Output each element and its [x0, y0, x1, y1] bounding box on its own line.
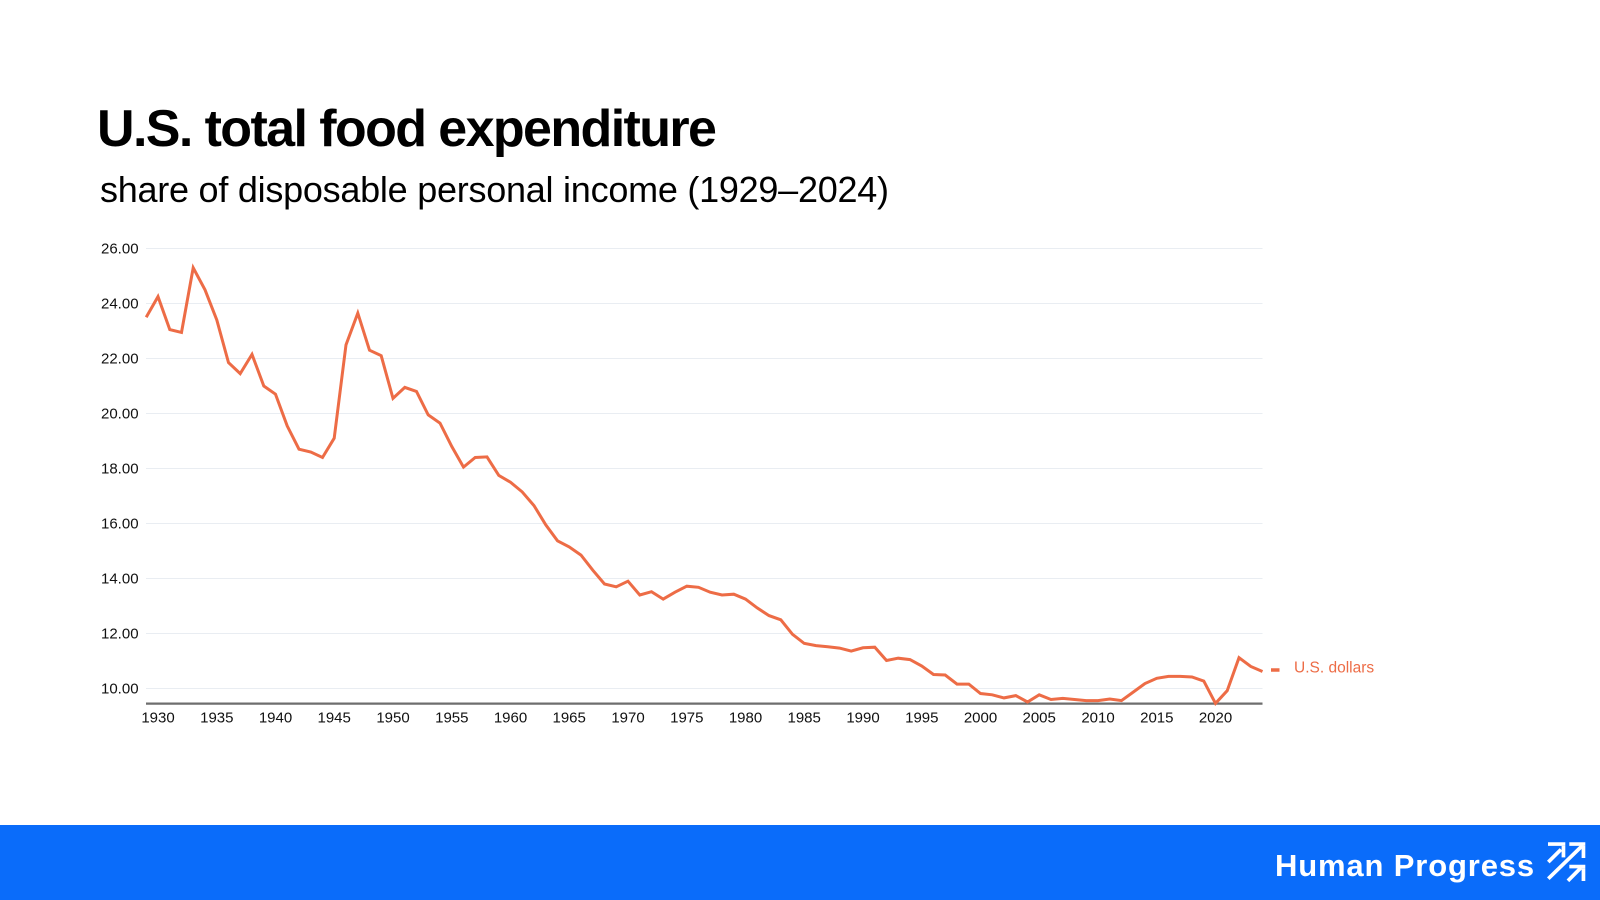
svg-text:1945: 1945: [318, 710, 351, 727]
svg-text:2005: 2005: [1023, 710, 1056, 727]
svg-text:22.00: 22.00: [101, 351, 139, 368]
svg-text:24.00: 24.00: [101, 296, 139, 313]
svg-text:16.00: 16.00: [101, 516, 139, 533]
svg-text:1995: 1995: [905, 710, 938, 727]
svg-text:14.00: 14.00: [101, 571, 139, 588]
svg-text:1930: 1930: [141, 710, 174, 727]
svg-text:1955: 1955: [435, 710, 468, 727]
svg-text:26.00: 26.00: [101, 241, 139, 258]
svg-text:1960: 1960: [494, 710, 527, 727]
svg-text:U.S. dollars: U.S. dollars: [1294, 660, 1374, 677]
svg-text:2010: 2010: [1081, 710, 1114, 727]
svg-text:1975: 1975: [670, 710, 703, 727]
svg-text:1965: 1965: [553, 710, 586, 727]
svg-text:20.00: 20.00: [101, 406, 139, 423]
svg-text:1985: 1985: [788, 710, 821, 727]
svg-text:1935: 1935: [200, 710, 233, 727]
svg-text:1940: 1940: [259, 710, 292, 727]
svg-text:2020: 2020: [1199, 710, 1232, 727]
svg-text:10.00: 10.00: [101, 681, 139, 698]
svg-text:2015: 2015: [1140, 710, 1173, 727]
svg-text:1970: 1970: [611, 710, 644, 727]
svg-text:12.00: 12.00: [101, 626, 139, 643]
svg-text:18.00: 18.00: [101, 461, 139, 478]
svg-text:2000: 2000: [964, 710, 997, 727]
svg-text:Human Progress: Human Progress: [1275, 848, 1535, 883]
svg-text:1990: 1990: [846, 710, 879, 727]
svg-text:1950: 1950: [376, 710, 409, 727]
svg-text:1980: 1980: [729, 710, 762, 727]
